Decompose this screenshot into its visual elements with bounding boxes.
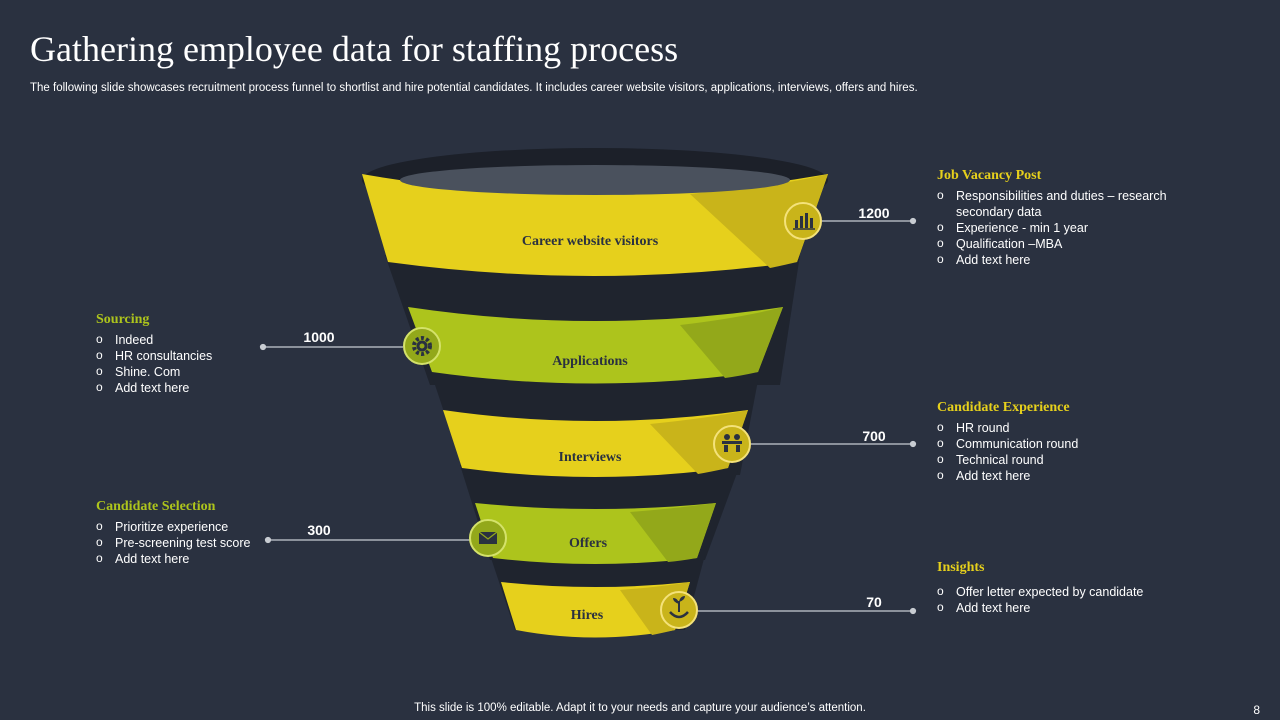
candidate-selection-block: Candidate Selection Prioritize experienc… — [96, 499, 386, 567]
gear-icon — [403, 327, 441, 365]
page-number: 8 — [1253, 703, 1260, 717]
block-heading: Candidate Selection — [96, 499, 216, 514]
list-item: Prioritize experience — [96, 518, 386, 535]
stage-label: Hires — [571, 608, 604, 623]
block-heading: Job Vacancy Post — [937, 168, 1042, 183]
candidate-experience-block: Candidate Experience HR round Communicat… — [937, 400, 1227, 484]
list-item: Offer letter expected by candidate — [937, 583, 1227, 600]
stage-label: Career website visitors — [522, 234, 659, 249]
insights-block: Insights Offer letter expected by candid… — [937, 560, 1227, 616]
growth-hands-icon — [660, 591, 698, 629]
list-item: Add text here — [937, 599, 1227, 616]
chart-icon — [784, 202, 822, 240]
funnel-stage-offers: Offers — [475, 503, 716, 564]
list-item: HR round — [937, 419, 1227, 436]
funnel-stage-applications: Applications — [408, 307, 783, 384]
stage-value-interviews: 700 — [862, 428, 886, 444]
stage-label: Interviews — [559, 450, 623, 465]
stage-label: Applications — [552, 354, 628, 369]
list-item: HR consultancies — [96, 347, 386, 364]
list-item: Add text here — [96, 379, 386, 396]
sourcing-block: Sourcing Indeed HR consultancies Shine. … — [96, 312, 386, 396]
stage-label: Offers — [569, 536, 608, 551]
funnel-stage-career-website-visitors: Career website visitors — [362, 148, 828, 276]
list-item: Add text here — [937, 251, 1227, 268]
stage-value-career-website-visitors: 1200 — [858, 205, 889, 221]
envelope-icon — [469, 519, 507, 557]
stage-value-hires: 70 — [866, 594, 882, 610]
list-item: Indeed — [96, 331, 386, 348]
meeting-icon — [713, 425, 751, 463]
job-vacancy-post-block: Job Vacancy Post Responsibilities and du… — [937, 168, 1227, 268]
block-heading: Sourcing — [96, 312, 150, 327]
list-item: Add text here — [96, 550, 386, 567]
footer-note: This slide is 100% editable. Adapt it to… — [414, 702, 866, 714]
block-heading: Candidate Experience — [937, 400, 1070, 415]
page-title: Gathering employee data for staffing pro… — [30, 29, 679, 69]
list-item: Pre-screening test score — [96, 534, 386, 551]
list-item: Communication round — [937, 435, 1227, 452]
list-item: Qualification –MBA — [937, 235, 1227, 252]
list-item: Experience - min 1 year — [937, 219, 1227, 236]
list-item: Technical round — [937, 451, 1227, 468]
list-item: Shine. Com — [96, 363, 386, 380]
list-item: Add text here — [937, 467, 1227, 484]
block-heading: Insights — [937, 560, 985, 575]
list-item: Responsibilities and duties – researchse… — [937, 187, 1227, 220]
page-subtitle: The following slide showcases recruitmen… — [30, 82, 918, 94]
